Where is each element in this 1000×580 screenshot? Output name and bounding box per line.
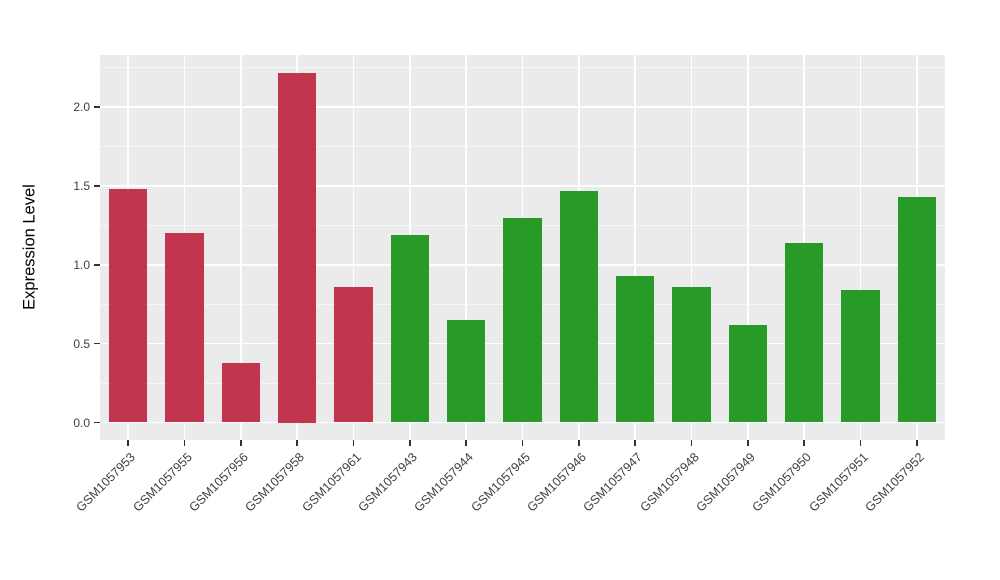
x-axis-tick xyxy=(690,440,693,446)
x-axis-tick xyxy=(747,440,749,446)
x-gridline-major xyxy=(634,55,636,440)
y-axis-tick-label: 1.5 xyxy=(73,179,90,193)
bar xyxy=(334,286,373,423)
x-axis-tick-label: GSM1057956 xyxy=(186,450,251,515)
bar xyxy=(165,233,204,423)
y-axis-tick xyxy=(94,106,100,108)
y-gridline-major xyxy=(100,421,945,424)
bar xyxy=(728,324,767,423)
plot-panel xyxy=(100,55,945,440)
x-axis-tick xyxy=(521,440,524,446)
bar xyxy=(278,72,317,423)
bar xyxy=(672,286,711,423)
y-gridline-major xyxy=(100,106,945,108)
y-axis-title: Expression Level xyxy=(20,184,39,310)
bar xyxy=(221,362,260,423)
x-axis-tick-label: GSM1057953 xyxy=(73,450,139,515)
bar xyxy=(559,190,598,423)
x-axis-tick-label: GSM1057958 xyxy=(242,450,308,515)
x-gridline-major xyxy=(352,55,355,440)
x-gridline-major xyxy=(859,55,862,440)
x-gridline-major xyxy=(465,55,467,440)
x-axis-tick-label: GSM1057947 xyxy=(580,450,646,515)
bar xyxy=(897,197,936,423)
x-axis-tick-label: GSM1057945 xyxy=(467,450,533,515)
x-axis-tick xyxy=(916,440,918,446)
x-axis-tick xyxy=(296,440,298,446)
x-axis-tick-label: GSM1057950 xyxy=(749,450,815,515)
x-axis-tick-label: GSM1057961 xyxy=(298,450,364,515)
bar xyxy=(109,189,148,423)
x-axis-tick xyxy=(634,440,636,446)
y-gridline-major xyxy=(100,185,945,187)
x-axis-tick xyxy=(465,440,467,446)
bar xyxy=(503,217,542,423)
y-axis-tick xyxy=(94,342,100,345)
x-axis-tick-label: GSM1057951 xyxy=(805,450,871,515)
x-axis-tick xyxy=(409,440,411,446)
y-axis-tick xyxy=(94,185,100,187)
x-gridline-major xyxy=(240,55,242,440)
bar xyxy=(390,234,429,423)
x-gridline-major xyxy=(690,55,693,440)
x-axis-tick xyxy=(240,440,242,446)
x-gridline-major xyxy=(747,55,749,440)
x-axis-tick xyxy=(803,440,805,446)
y-axis-tick xyxy=(94,421,100,424)
y-axis-tick-label: 0.0 xyxy=(73,415,90,430)
bar xyxy=(785,242,824,423)
y-axis-tick xyxy=(94,264,100,266)
x-axis-tick-label: GSM1057944 xyxy=(411,450,477,515)
x-axis-tick-label: GSM1057948 xyxy=(636,450,702,515)
x-axis-tick xyxy=(859,440,862,446)
x-axis-tick xyxy=(127,440,129,446)
x-axis-tick xyxy=(183,440,186,446)
x-axis-tick-label: GSM1057955 xyxy=(129,450,195,515)
x-axis-tick-label: GSM1057949 xyxy=(693,450,758,515)
y-axis-tick-label: 2.0 xyxy=(73,100,90,115)
x-axis-tick-label: GSM1057943 xyxy=(355,450,420,515)
x-axis-tick-label: GSM1057952 xyxy=(862,450,927,515)
bar xyxy=(841,290,880,423)
bar xyxy=(616,275,655,423)
x-axis-tick xyxy=(578,440,580,446)
bar xyxy=(447,320,486,423)
x-axis-tick-label: GSM1057946 xyxy=(524,450,589,515)
x-axis-tick xyxy=(352,440,355,446)
y-axis-tick-label: 1.0 xyxy=(73,257,90,272)
y-axis-tick-label: 0.5 xyxy=(73,336,90,351)
